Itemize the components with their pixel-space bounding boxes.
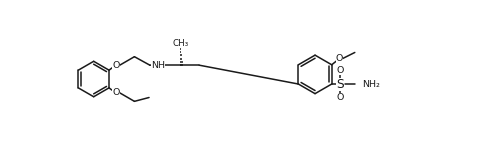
Text: O: O: [112, 88, 120, 97]
Text: O: O: [112, 61, 120, 70]
Text: NH: NH: [152, 61, 165, 70]
Text: NH₂: NH₂: [362, 79, 380, 88]
Text: O: O: [337, 93, 344, 102]
Text: O: O: [337, 66, 344, 75]
Text: O: O: [336, 54, 343, 63]
Text: S: S: [337, 78, 344, 91]
Text: CH₃: CH₃: [173, 40, 189, 49]
